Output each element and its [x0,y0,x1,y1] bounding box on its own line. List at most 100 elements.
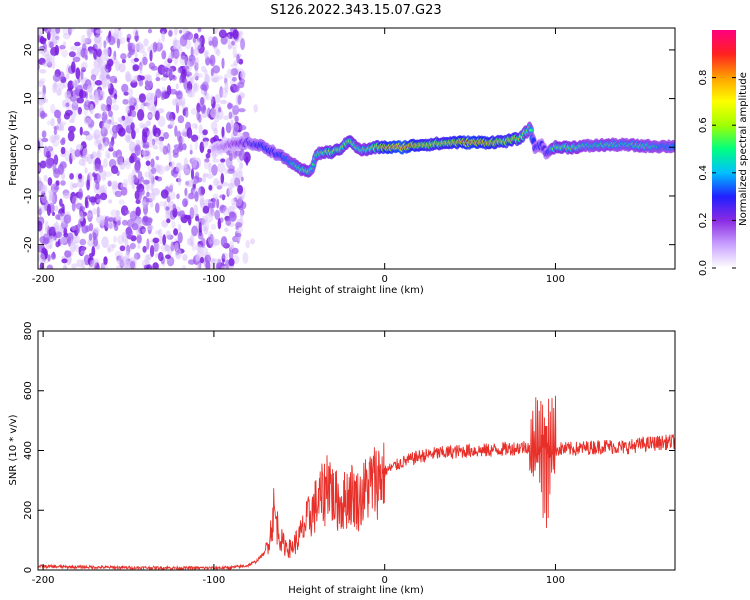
noise-speckle [55,28,61,34]
noise-speckle [38,91,44,96]
noise-speckle [171,220,176,229]
noise-speckle [39,236,47,244]
noise-speckle [186,127,193,139]
noise-speckle [112,150,118,158]
noise-speckle [71,95,80,106]
noise-speckle [91,151,97,159]
noise-speckle [94,113,101,119]
noise-speckle [53,185,60,191]
noise-speckle [64,250,72,258]
noise-speckle [106,153,111,159]
noise-speckle [168,28,174,37]
noise-speckle [94,39,103,50]
noise-speckle [47,177,53,186]
noise-speckle [39,69,47,74]
noise-speckle [48,191,54,202]
spectrogram-ylabel: Frequency (Hz) [8,110,19,186]
noise-speckle [54,221,59,234]
noise-speckle [161,30,165,43]
noise-speckle [150,167,157,175]
noise-speckle [88,196,97,203]
noise-speckle [121,83,129,93]
noise-speckle [125,227,133,240]
noise-speckle [125,250,130,256]
noise-speckle [191,82,200,93]
noise-speckle [128,42,136,53]
noise-speckle [115,209,121,217]
noise-speckle [224,168,229,175]
noise-speckle [86,179,90,191]
noise-speckle [140,124,148,130]
noise-speckle [166,85,172,96]
noise-speckle [125,105,131,114]
colorbar: 0.0 0.2 0.4 0.6 0.8 Normalized spectral ampl… [698,30,749,276]
noise-speckle [198,124,203,135]
noise-speckle [97,113,104,119]
noise-speckle [102,136,106,144]
noise-speckle [49,41,54,49]
noise-speckle [98,164,103,173]
noise-speckle [48,238,53,249]
noise-speckle [64,91,72,99]
noise-speckle [127,88,134,96]
noise-speckle [85,28,94,36]
noise-speckle [86,85,93,92]
noise-speckle [129,155,135,164]
noise-speckle [209,54,216,67]
noise-speckle [93,129,101,140]
noise-speckle [194,61,199,72]
noise-speckle [212,28,219,35]
noise-speckle [130,122,135,131]
noise-speckle [51,60,56,69]
noise-speckle [195,215,200,222]
noise-speckle [193,83,198,91]
noise-speckle [190,168,195,180]
noise-speckle [129,242,136,250]
noise-speckle [201,65,207,73]
noise-speckle [202,215,208,224]
noise-speckle [94,92,100,103]
noise-speckle [189,207,195,219]
noise-speckle [81,259,86,269]
noise-speckle [165,254,171,259]
noise-speckle [207,148,212,154]
noise-speckle [87,153,93,165]
noise-speckle [159,236,164,245]
noise-speckle [61,137,66,144]
noise-speckle [94,80,103,86]
noise-speckle [179,210,185,218]
noise-speckle [146,238,150,250]
noise-speckle [211,164,218,176]
noise-speckle [129,78,138,83]
noise-speckle [200,104,206,114]
noise-speckle [205,92,210,101]
noise-speckle [117,116,123,123]
noise-speckle [210,109,217,118]
noise-speckle [239,124,247,131]
noise-speckle [253,104,258,113]
noise-speckle [194,68,199,76]
noise-speckle [153,241,159,252]
noise-speckle [99,89,105,96]
noise-speckle [97,142,103,150]
noise-speckle [96,48,102,57]
noise-speckle [133,177,140,186]
noise-speckle [227,182,235,189]
noise-speckle [230,68,239,76]
noise-speckle [113,93,118,100]
noise-speckle [80,61,88,70]
noise-speckle [103,47,107,54]
noise-speckle [87,210,93,222]
noise-speckle [161,86,166,93]
noise-speckle [103,105,108,115]
noise-speckle [84,196,88,209]
noise-speckle [95,139,103,145]
noise-speckle [126,219,135,228]
noise-speckle [208,184,213,191]
noise-speckle [167,200,175,208]
noise-speckle [182,254,188,261]
noise-speckle [111,243,117,248]
noise-speckle [154,230,160,235]
noise-speckle [38,252,46,263]
